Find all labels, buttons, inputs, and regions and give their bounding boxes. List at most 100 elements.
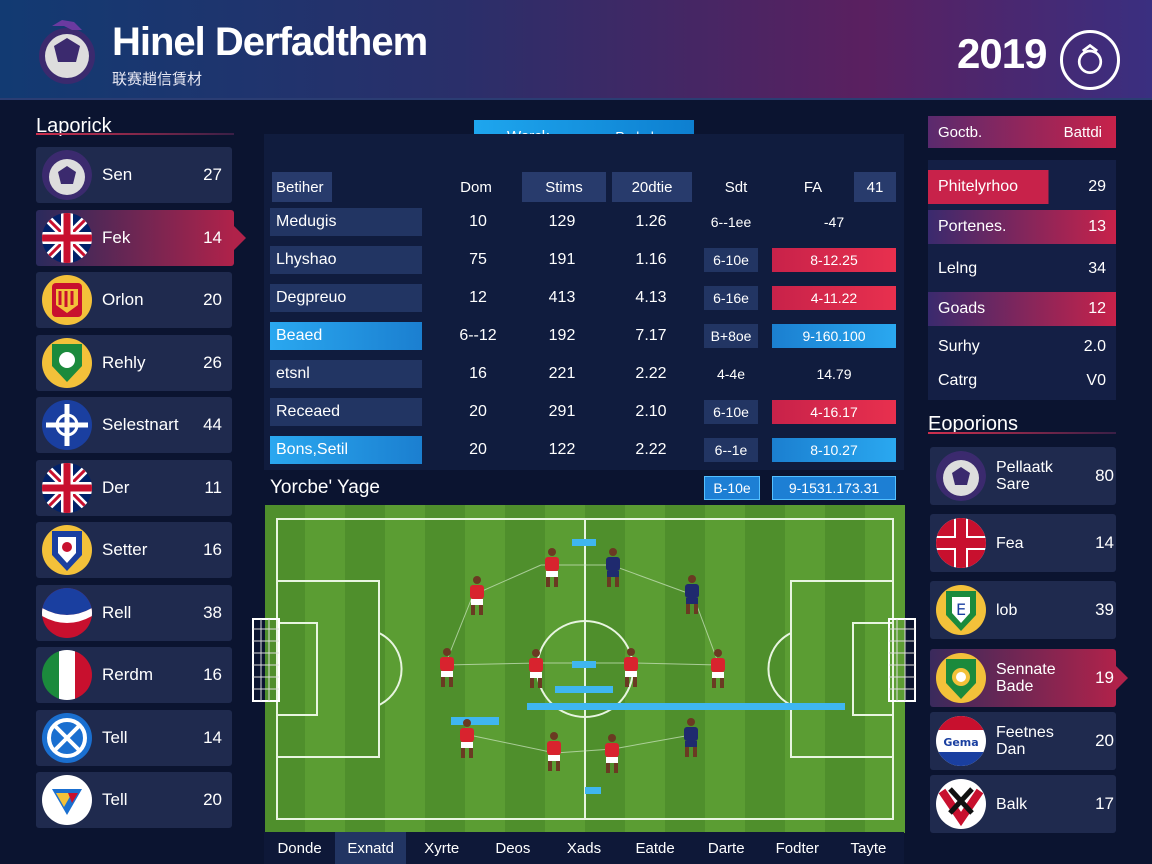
right-goal [888,618,916,702]
table-row[interactable]: Lhyshao 75 191 1.16 6-10e 8-12.25 [270,246,900,276]
bottom-tab[interactable]: Xyrte [424,839,460,857]
row-cell: 413 [548,289,576,306]
row-value-pill: -47 [823,214,845,230]
team-name: Tell [102,790,128,809]
stat-row[interactable]: Goads 12 [928,292,1116,326]
table-row[interactable]: Medugis 10 129 1.26 6--1ee -47 [270,208,900,238]
team-card[interactable]: Rell 38 [36,584,232,641]
team-number: 27 [203,165,222,184]
team-card[interactable]: Setter 16 [36,522,232,578]
team-name: Der [102,477,130,497]
player-red[interactable] [436,647,456,687]
player-red[interactable] [541,547,561,587]
team-name: Orlon [102,290,144,309]
table-row[interactable]: Bons,Setil 20 122 2.22 6--1e 8-10.27 [270,436,900,466]
bottom-tab[interactable]: Fodter [775,839,819,857]
column-header[interactable]: 41 [854,172,896,202]
team-name: Selestnart [102,415,179,434]
stat-value: 34 [1088,260,1106,277]
column-header[interactable]: Dom [460,178,492,196]
team-card[interactable]: Orlon 20 [36,272,232,328]
league-ball-icon [42,150,92,200]
player-red[interactable] [525,648,545,688]
stat-row[interactable]: Surhy 2.0 [928,330,1116,364]
stat-value: 13 [1088,218,1106,235]
row-team-name: Medugis [270,208,422,236]
bottom-tab[interactable]: Donde [277,839,322,857]
blue-star-flag-icon [42,400,92,450]
row-cell: 2.22 [635,365,667,382]
team-card[interactable]: Tell 14 [36,709,232,766]
opponent-card[interactable]: Fea 14 [930,514,1116,572]
row-value-pill: 14.79 [816,366,852,382]
team-name: Fek [102,227,131,247]
opponent-number: 17 [1095,794,1114,813]
team-card[interactable]: Selestnart 44 [36,397,232,453]
bottom-tab-bar: Donde Exnatd Xyrte Deos Xads Eatde Darte Fodter… [264,832,904,864]
league-badge-icon [1060,30,1120,90]
stat-row[interactable]: Portenes. 13 [928,210,1116,244]
team-card[interactable]: Rehly 26 [36,334,232,391]
opponent-name: Sennate Bade [996,661,1056,695]
bottom-tab[interactable]: Darte [707,839,745,857]
football-pitch[interactable] [252,505,916,833]
bottom-tab[interactable]: Xads [566,839,602,857]
opponent-name: Fea [996,534,1024,552]
player-red[interactable] [456,718,476,758]
left-section-divider [36,133,234,135]
team-card[interactable]: Tell 20 [36,772,232,828]
player-blue[interactable] [680,717,700,757]
row-team-name: Beaed [270,322,422,350]
column-header[interactable]: Sdt [724,178,748,196]
column-header[interactable]: Betiher [272,172,332,202]
table-row[interactable]: etsnl 16 221 2.22 4-4e 14.79 [270,360,900,390]
row-cell: 12 [469,289,487,306]
player-red[interactable] [543,731,563,771]
column-header[interactable]: Stims [522,172,606,202]
player-red[interactable] [601,733,621,773]
left-goal [252,618,280,702]
stat-label: Lelng [938,260,978,277]
opponent-card[interactable]: E lob 39 [930,581,1116,639]
team-card[interactable]: Rerdm 16 [36,647,232,703]
bottom-tab[interactable]: Exnatd [335,832,407,864]
opponents-title: Eoporions [928,413,1019,435]
stat-row[interactable]: Catrg V0 [928,364,1116,398]
team-card[interactable]: Fek 14 [36,209,246,266]
row-pill: 6--1ee [710,214,752,230]
opponent-card[interactable]: Pellaatk Sare 80 [930,447,1116,505]
pitch-pill-right: 9-1531.173.31 [772,476,896,500]
team-card[interactable]: Der 11 [36,459,232,516]
opponent-card[interactable]: Gema Feetnes Dan 20 [930,712,1116,770]
bottom-tab[interactable]: Tayte [850,839,887,857]
player-blue[interactable] [681,574,701,614]
bottom-tab[interactable]: Eatde [635,839,675,857]
opponent-name: Feetnes Dan [996,724,1054,758]
player-red[interactable] [620,647,640,687]
table-row[interactable]: Receaed 20 291 2.10 6-10e 4-16.17 [270,398,900,428]
opponents-divider [928,432,1116,434]
player-red[interactable] [707,648,727,688]
blue-red-flag-icon [42,587,92,638]
stat-row[interactable]: Lelng 34 [928,252,1116,286]
player-red[interactable] [466,575,486,615]
column-header[interactable]: FA [803,178,823,196]
right-header-right[interactable]: Battdi [1063,123,1102,141]
right-header-left[interactable]: Goctb. [938,123,983,141]
red-black-crest-icon [936,779,986,829]
bottom-tab[interactable]: Deos [495,839,531,857]
multicolor-crest-icon [42,775,92,825]
table-row[interactable]: Beaed 6--12 192 7.17 B+8oe 9-160.100 [270,322,900,352]
team-number: 14 [203,227,222,247]
opponent-card[interactable]: Sennate Bade 19 [930,649,1128,707]
table-row[interactable]: Degpreuo 12 413 4.13 6-16e 4-11.22 [270,284,900,314]
opponent-card[interactable]: Balk 17 [930,775,1116,833]
stat-value: V0 [1086,372,1106,389]
column-header[interactable]: 20dtie [612,172,692,202]
row-pill: 6-10e [704,400,758,424]
player-blue[interactable] [602,547,622,587]
stat-row[interactable]: Phitelyrhoo 29 [928,170,1116,204]
row-pill: B+8oe [704,324,758,348]
team-card[interactable]: Sen 27 [36,147,232,203]
gema-flag-icon: Gema [936,716,986,766]
